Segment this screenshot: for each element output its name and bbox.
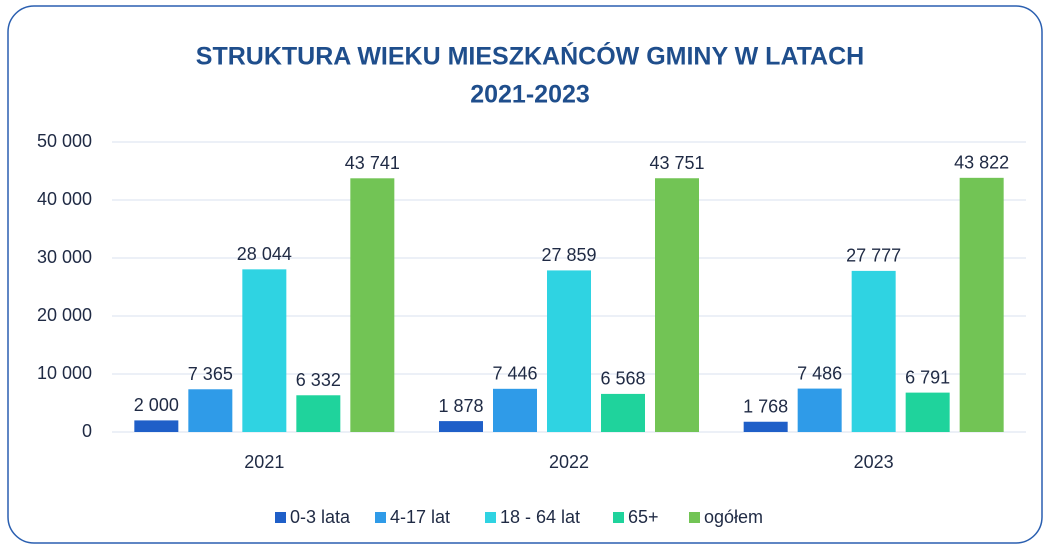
legend-label: ogółem (704, 507, 763, 527)
x-tick-label: 2022 (549, 452, 589, 472)
data-label: 6 791 (905, 367, 950, 387)
x-tick-label: 2023 (854, 452, 894, 472)
bar (547, 270, 591, 432)
bar (134, 420, 179, 432)
x-tick-label: 2021 (244, 452, 284, 472)
data-label: 27 777 (846, 246, 901, 266)
chart-title: STRUKTURA WIEKU MIESZKAŃCÓW GMINY W LATA… (196, 41, 864, 71)
bar (851, 270, 896, 432)
bar (959, 177, 1004, 432)
data-label: 6 332 (296, 370, 341, 390)
data-label: 43 751 (649, 153, 704, 173)
legend-label: 18 - 64 lat (500, 507, 580, 527)
legend-swatch (275, 512, 286, 523)
legend-label: 4-17 lat (390, 507, 450, 527)
data-label: 7 486 (797, 363, 842, 383)
bar (655, 178, 699, 432)
y-tick-label: 0 (82, 421, 92, 441)
legend-swatch (485, 512, 496, 523)
data-label: 7 365 (188, 364, 233, 384)
y-tick-label: 50 000 (37, 131, 92, 151)
legend-swatch (613, 512, 624, 523)
bar (797, 388, 842, 432)
bar (350, 178, 395, 432)
bar (439, 421, 483, 432)
legend-label: 65+ (628, 507, 659, 527)
bar (493, 388, 537, 432)
data-label: 28 044 (237, 244, 292, 264)
bar (601, 393, 645, 432)
y-tick-label: 40 000 (37, 189, 92, 209)
data-label: 2 000 (134, 395, 179, 415)
bar (188, 389, 233, 432)
data-label: 7 446 (492, 364, 537, 384)
data-label: 27 859 (541, 245, 596, 265)
legend-swatch (375, 512, 386, 523)
y-tick-label: 20 000 (37, 305, 92, 325)
legend-label: 0-3 lata (290, 507, 351, 527)
bar (905, 392, 950, 432)
y-tick-label: 30 000 (37, 247, 92, 267)
bar (242, 269, 287, 432)
data-label: 1 878 (438, 396, 483, 416)
bar (296, 395, 341, 432)
data-label: 1 768 (743, 396, 788, 416)
chart-title: 2021-2023 (470, 81, 590, 109)
y-tick-label: 10 000 (37, 363, 92, 383)
data-label: 6 568 (600, 369, 645, 389)
bar (743, 421, 788, 432)
legend-swatch (689, 512, 700, 523)
data-label: 43 822 (954, 153, 1009, 173)
data-label: 43 741 (345, 153, 400, 173)
